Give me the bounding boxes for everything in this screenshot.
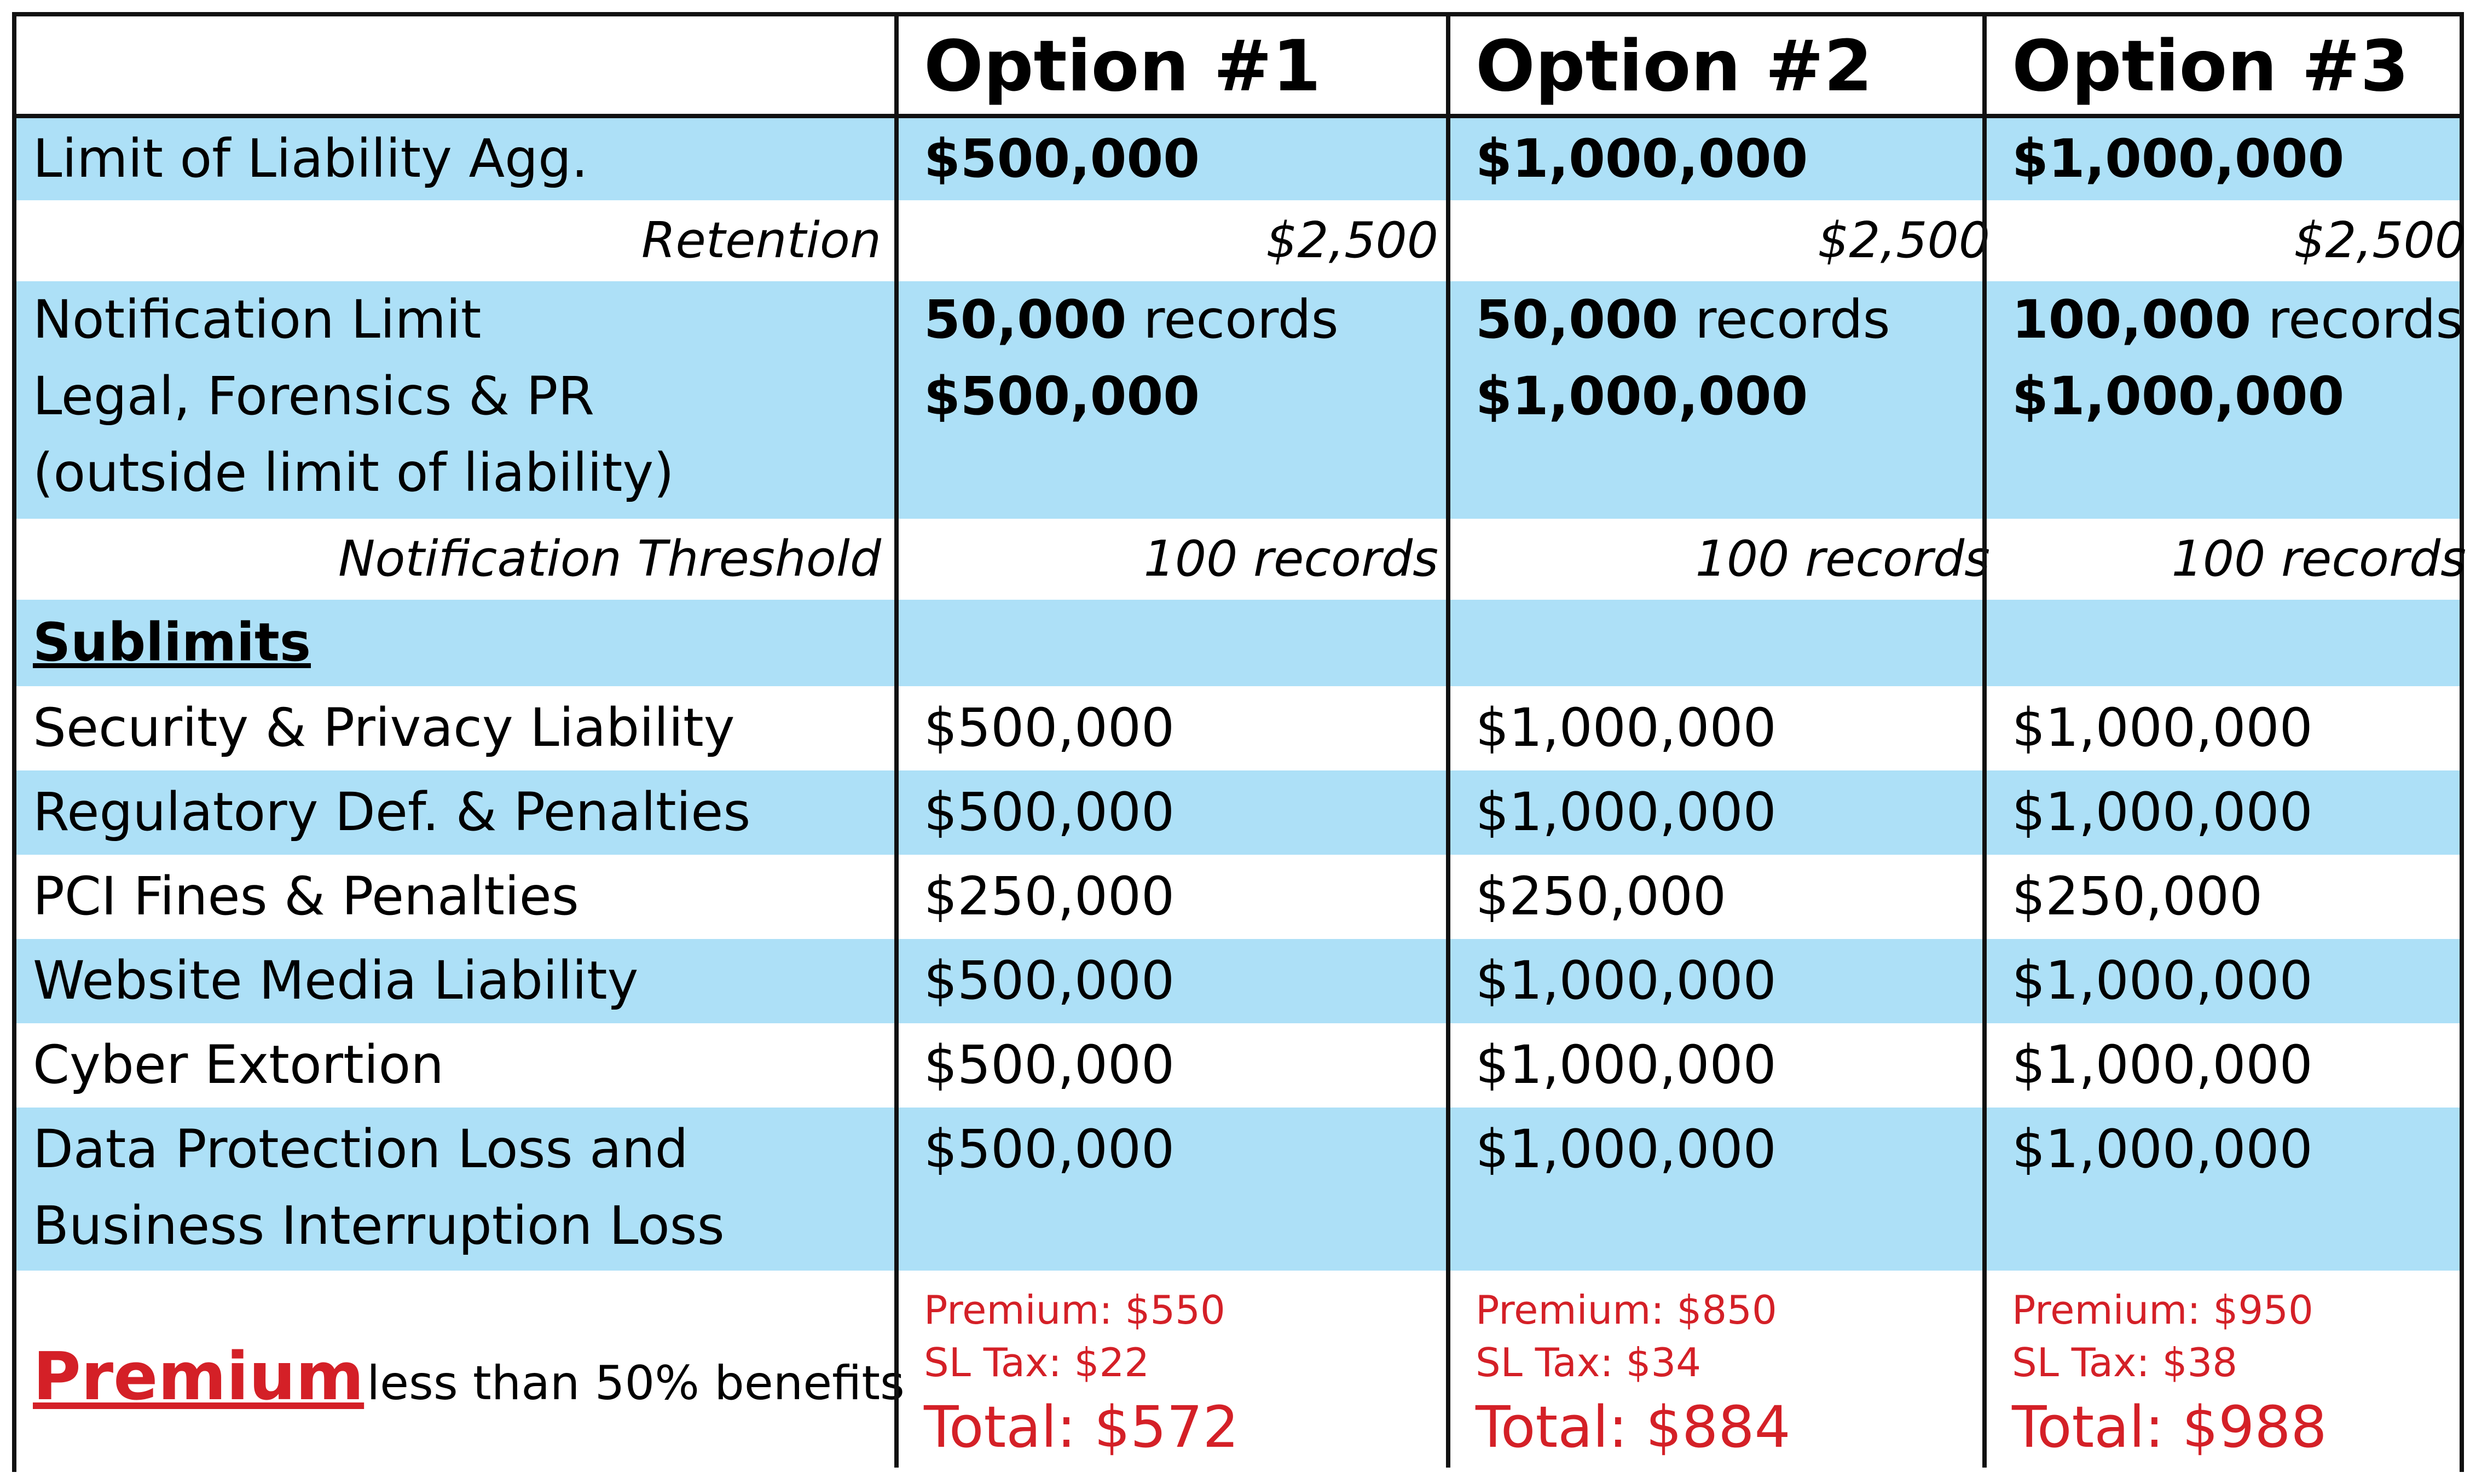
- sublimit-value-option-3: $1,000,000: [2012, 1034, 2313, 1095]
- notification-records-word: records: [2267, 289, 2463, 350]
- sublimit-row: Regulatory Def. & Penalties $500,000 $1,…: [16, 770, 2460, 855]
- premium-label-cell: Premium less than 50% benefits: [33, 1336, 905, 1437]
- sublimit-value-option-1: $250,000: [924, 866, 1175, 927]
- sublimit-value-option-2: $1,000,000: [1476, 1118, 1777, 1180]
- total-option-2: Total: $884: [1476, 1394, 1791, 1460]
- sublimit-value-option-3: $1,000,000: [2012, 1118, 2313, 1180]
- coverage-options-table: Option #1 Option #2 Option #3 Limit of L…: [12, 12, 2466, 1472]
- premium-option-2: Premium: $850 SL Tax: $34 Total: $884: [1476, 1284, 1990, 1465]
- notification-records-number-option-3: 100,000: [2012, 289, 2252, 350]
- sublimit-value-option-1: $500,000: [924, 950, 1175, 1011]
- notification-threshold-label: Notification Threshold: [338, 530, 881, 588]
- premium-label: Premium: [33, 1339, 365, 1415]
- sublimit-row: PCI Fines & Penalties $250,000 $250,000 …: [16, 855, 2460, 939]
- premium-note: less than 50% benefits: [367, 1356, 905, 1411]
- sublimit-label-security-privacy: Security & Privacy Liability: [33, 697, 735, 758]
- notification-records-word: records: [1143, 289, 1339, 350]
- limit-of-liability-row: Limit of Liability Agg. $500,000 $1,000,…: [16, 118, 2460, 200]
- sublimit-value-option-3: $1,000,000: [2012, 950, 2313, 1011]
- notification-threshold-option-1: 100 records: [1143, 530, 1438, 588]
- limit-of-liability-label: Limit of Liability Agg.: [33, 128, 588, 189]
- notification-threshold-option-2: 100 records: [1695, 530, 1990, 588]
- limit-of-liability-option-3: $1,000,000: [2012, 128, 2345, 189]
- sublimit-row: Website Media Liability $500,000 $1,000,…: [16, 939, 2460, 1023]
- sublimit-value-option-3: $1,000,000: [2012, 697, 2313, 758]
- retention-label: Retention: [641, 212, 881, 269]
- retention-option-3: $2,500: [2294, 212, 2466, 269]
- header-divider: [16, 114, 2460, 118]
- sublimit-value-option-1: $500,000: [924, 697, 1175, 758]
- sublimit-value-option-2: $1,000,000: [1476, 697, 1777, 758]
- limit-of-liability-option-1: $500,000: [924, 128, 1200, 189]
- sublimit-value-option-1: $500,000: [924, 781, 1175, 843]
- sublimit-value-option-3: $1,000,000: [2012, 781, 2313, 843]
- notification-limit-row: Notification Limit Legal, Forensics & PR…: [16, 281, 2463, 519]
- sublimit-value-option-2: $250,000: [1476, 866, 1727, 927]
- sublimits-heading-row: Sublimits: [16, 600, 2460, 686]
- notification-records-word: records: [1694, 289, 1890, 350]
- total-option-1: Total: $572: [924, 1394, 1239, 1460]
- sublimit-label-data-protection: Data Protection Loss and Business Interr…: [33, 1111, 892, 1264]
- sublimit-value-option-2: $1,000,000: [1476, 1034, 1777, 1095]
- sl-tax-option-3: SL Tax: $38: [2012, 1340, 2238, 1386]
- sublimits-heading: Sublimits: [33, 612, 311, 673]
- limit-of-liability-option-2: $1,000,000: [1476, 128, 1808, 189]
- notification-limit-label: Notification Limit Legal, Forensics & PR…: [33, 281, 892, 511]
- sublimit-label-pci: PCI Fines & Penalties: [33, 866, 579, 927]
- notification-amount-option-1: $500,000: [924, 366, 1200, 427]
- sublimit-value-option-2: $1,000,000: [1476, 950, 1777, 1011]
- premium-amount-option-2: Premium: $850: [1476, 1287, 1777, 1333]
- notification-limit-option-3: 100,000 records $1,000,000: [2012, 281, 2463, 434]
- sublimit-value-option-1: $500,000: [924, 1118, 1175, 1180]
- premium-amount-option-3: Premium: $950: [2012, 1287, 2313, 1333]
- total-option-3: Total: $988: [2012, 1394, 2327, 1460]
- notification-records-option-2: 50,000 records: [1476, 281, 1990, 358]
- retention-option-2: $2,500: [1818, 212, 1990, 269]
- option-2-header: Option #2: [1476, 26, 1873, 107]
- retention-option-1: $2,500: [1266, 212, 1438, 269]
- sl-tax-option-1: SL Tax: $22: [924, 1340, 1150, 1386]
- notification-limit-label-line3: (outside limit of liability): [33, 442, 674, 503]
- retention-row: Retention $2,500 $2,500 $2,500: [16, 200, 2466, 281]
- notification-limit-option-2: 50,000 records $1,000,000: [1476, 281, 1990, 434]
- column-divider-1: [894, 16, 899, 1468]
- notification-records-number-option-2: 50,000: [1476, 289, 1679, 350]
- notification-records-number-option-1: 50,000: [924, 289, 1127, 350]
- notification-records-option-3: 100,000 records: [2012, 281, 2463, 358]
- option-1-header: Option #1: [924, 26, 1321, 107]
- sublimit-value-option-2: $1,000,000: [1476, 781, 1777, 843]
- sublimit-row: Security & Privacy Liability $500,000 $1…: [16, 686, 2460, 770]
- notification-threshold-option-3: 100 records: [2171, 530, 2466, 588]
- notification-limit-label-line1: Notification Limit: [33, 289, 482, 350]
- header-row: Option #1 Option #2 Option #3: [16, 16, 2460, 114]
- column-divider-2: [1446, 16, 1450, 1468]
- notification-limit-label-line2: Legal, Forensics & PR: [33, 366, 595, 427]
- notification-records-option-1: 50,000 records: [924, 281, 1438, 358]
- sublimit-value-option-1: $500,000: [924, 1034, 1175, 1095]
- sublimit-label-cyber-extortion: Cyber Extortion: [33, 1034, 444, 1095]
- sublimit-row: Cyber Extortion $500,000 $1,000,000 $1,0…: [16, 1023, 2460, 1108]
- column-divider-3: [1982, 16, 1987, 1468]
- notification-threshold-row: Notification Threshold 100 records 100 r…: [16, 519, 2466, 600]
- premium-row: Premium less than 50% benefits Premium: …: [16, 1271, 2460, 1472]
- option-3-header: Option #3: [2012, 26, 2409, 107]
- notification-amount-option-3: $1,000,000: [2012, 366, 2345, 427]
- notification-limit-option-1: 50,000 records $500,000: [924, 281, 1438, 434]
- premium-amount-option-1: Premium: $550: [924, 1287, 1225, 1333]
- premium-option-3: Premium: $950 SL Tax: $38 Total: $988: [2012, 1284, 2444, 1465]
- notification-amount-option-2: $1,000,000: [1476, 366, 1808, 427]
- sublimit-label-regulatory: Regulatory Def. & Penalties: [33, 781, 751, 843]
- sublimit-value-option-3: $250,000: [2012, 866, 2263, 927]
- sl-tax-option-2: SL Tax: $34: [1476, 1340, 1702, 1386]
- sublimit-label-line1: Data Protection Loss and: [33, 1118, 689, 1180]
- sublimit-label-line2: Business Interruption Loss: [33, 1195, 725, 1256]
- sublimit-label-website-media: Website Media Liability: [33, 950, 639, 1011]
- sublimit-row: Data Protection Loss and Business Interr…: [16, 1108, 2460, 1271]
- premium-option-1: Premium: $550 SL Tax: $22 Total: $572: [924, 1284, 1438, 1465]
